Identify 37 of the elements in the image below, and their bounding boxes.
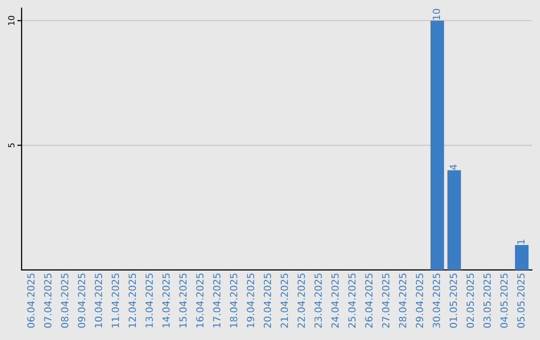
x-tick-label: 20.04.2025 (264, 274, 272, 328)
x-tick-label: 03.05.2025 (483, 274, 491, 328)
x-tick-label: 07.04.2025 (44, 274, 52, 328)
data-label: 1 (517, 240, 524, 244)
x-tick-label: 15.04.2025 (179, 274, 187, 328)
x-tick-label: 18.04.2025 (230, 274, 238, 328)
x-tick-label: 19.04.2025 (246, 274, 254, 328)
x-tick-label: 29.04.2025 (416, 274, 424, 328)
x-tick-label: 02.05.2025 (466, 274, 474, 328)
y-tick-label: 5 (8, 143, 14, 148)
x-tick-label: 27.04.2025 (382, 274, 390, 328)
x-tick-label: 06.04.2025 (27, 274, 35, 328)
x-tick-label: 12.04.2025 (128, 274, 136, 328)
x-tick-label: 22.04.2025 (298, 274, 305, 328)
x-tick-label: 30.04.2025 (432, 274, 440, 328)
bar (515, 245, 529, 270)
x-tick-label: 11.04.2025 (112, 274, 120, 328)
x-tick-label: 10.04.2025 (94, 274, 102, 328)
data-label: 10 (432, 8, 440, 20)
x-tick-label: 14.04.2025 (162, 274, 170, 328)
x-tick-label: 26.04.2025 (365, 274, 373, 328)
bar (447, 170, 461, 270)
data-label: 4 (450, 164, 457, 170)
bar (430, 20, 444, 270)
x-tick-label: 25.04.2025 (348, 274, 356, 328)
x-tick-label: 05.05.2025 (517, 274, 525, 328)
x-tick-label: 23.04.2025 (314, 274, 322, 328)
x-tick-label: 24.04.2025 (331, 274, 339, 328)
x-tick-label: 16.04.2025 (196, 274, 204, 328)
x-tick-label: 17.04.2025 (213, 274, 220, 328)
x-tick-label: 01.05.2025 (450, 274, 457, 328)
x-tick-label: 04.05.2025 (500, 274, 508, 328)
x-tick-label: 21.04.2025 (280, 274, 288, 328)
x-tick-label: 08.04.2025 (61, 274, 68, 328)
x-tick-label: 13.04.2025 (145, 274, 153, 328)
x-tick-label: 28.04.2025 (398, 274, 406, 328)
x-tick-label: 09.04.2025 (78, 274, 86, 328)
